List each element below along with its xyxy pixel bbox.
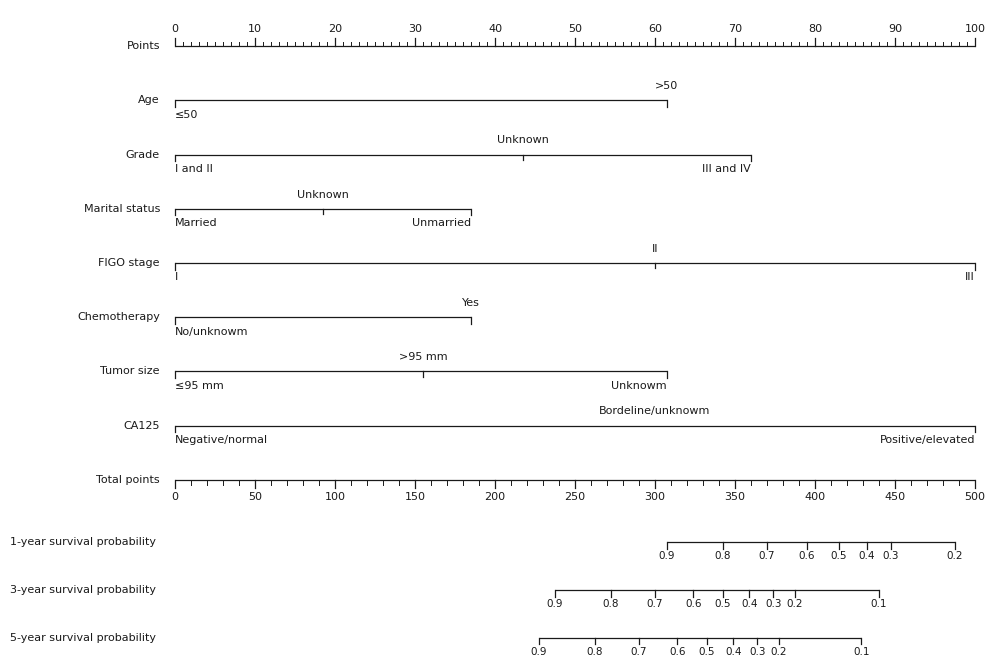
Text: 0.5: 0.5	[715, 599, 731, 609]
Text: II: II	[652, 244, 658, 254]
Text: 0.4: 0.4	[741, 599, 758, 609]
Text: 0.1: 0.1	[871, 599, 887, 609]
Text: 80: 80	[808, 24, 822, 34]
Text: 300: 300	[644, 492, 666, 502]
Text: CA125: CA125	[123, 420, 160, 431]
Text: 0: 0	[172, 24, 178, 34]
Text: 0.6: 0.6	[799, 551, 815, 561]
Text: 0.3: 0.3	[883, 551, 899, 561]
Text: III and IV: III and IV	[702, 164, 751, 174]
Text: 500: 500	[965, 492, 986, 502]
Text: 0.5: 0.5	[699, 647, 715, 657]
Text: Unknown: Unknown	[497, 136, 549, 145]
Text: FIGO stage: FIGO stage	[98, 258, 160, 268]
Text: Total points: Total points	[96, 475, 160, 485]
Text: 0.8: 0.8	[587, 647, 603, 657]
Text: 0.3: 0.3	[749, 647, 766, 657]
Text: Unmarried: Unmarried	[412, 218, 471, 228]
Text: 0.6: 0.6	[669, 647, 686, 657]
Text: 70: 70	[728, 24, 742, 34]
Text: No/unknowm: No/unknowm	[175, 327, 248, 336]
Text: 0.3: 0.3	[765, 599, 782, 609]
Text: Tumor size: Tumor size	[100, 366, 160, 377]
Text: 200: 200	[484, 492, 506, 502]
Text: 0.2: 0.2	[947, 551, 963, 561]
Text: 50: 50	[568, 24, 582, 34]
Text: I and II: I and II	[175, 164, 213, 174]
Text: 0.2: 0.2	[787, 599, 803, 609]
Text: 0.7: 0.7	[647, 599, 663, 609]
Text: 10: 10	[248, 24, 262, 34]
Text: 350: 350	[724, 492, 745, 502]
Text: >50: >50	[655, 81, 679, 91]
Text: 0.9: 0.9	[531, 647, 547, 657]
Text: 50: 50	[248, 492, 262, 502]
Text: 0.4: 0.4	[859, 551, 875, 561]
Text: 5-year survival probability: 5-year survival probability	[10, 633, 156, 642]
Text: Grade: Grade	[126, 149, 160, 160]
Text: Chemotherapy: Chemotherapy	[77, 312, 160, 323]
Text: 3-year survival probability: 3-year survival probability	[10, 585, 156, 595]
Text: III: III	[965, 272, 975, 282]
Text: Positive/elevated: Positive/elevated	[880, 435, 975, 445]
Text: 250: 250	[564, 492, 586, 502]
Text: Unknown: Unknown	[297, 190, 349, 200]
Text: 100: 100	[324, 492, 346, 502]
Text: Marital status: Marital status	[84, 204, 160, 214]
Text: 0.8: 0.8	[603, 599, 619, 609]
Text: 40: 40	[488, 24, 502, 34]
Text: 0.7: 0.7	[759, 551, 775, 561]
Text: I: I	[175, 272, 178, 282]
Text: Negative/normal: Negative/normal	[175, 435, 268, 445]
Text: 0.5: 0.5	[831, 551, 847, 561]
Text: 0.9: 0.9	[547, 599, 563, 609]
Text: 0.6: 0.6	[685, 599, 702, 609]
Text: 0.9: 0.9	[659, 551, 675, 561]
Text: 1-year survival probability: 1-year survival probability	[10, 537, 156, 547]
Text: 450: 450	[884, 492, 906, 502]
Text: Unknowm: Unknowm	[611, 381, 667, 391]
Text: 90: 90	[888, 24, 902, 34]
Text: 150: 150	[404, 492, 426, 502]
Text: 400: 400	[804, 492, 826, 502]
Text: ≤50: ≤50	[175, 110, 198, 120]
Text: 60: 60	[648, 24, 662, 34]
Text: 0.1: 0.1	[853, 647, 870, 657]
Text: ≤95 mm: ≤95 mm	[175, 381, 224, 391]
Text: 0: 0	[172, 492, 178, 502]
Text: >95 mm: >95 mm	[399, 352, 447, 362]
Text: Married: Married	[175, 218, 218, 228]
Text: Yes: Yes	[462, 298, 480, 308]
Text: 0.4: 0.4	[725, 647, 742, 657]
Text: Age: Age	[138, 95, 160, 106]
Text: 0.7: 0.7	[631, 647, 647, 657]
Text: 0.8: 0.8	[715, 551, 731, 561]
Text: 100: 100	[965, 24, 986, 34]
Text: 20: 20	[328, 24, 342, 34]
Text: Bordeline/unknowm: Bordeline/unknowm	[599, 407, 711, 416]
Text: Points: Points	[126, 41, 160, 52]
Text: 0.2: 0.2	[771, 647, 787, 657]
Text: 30: 30	[408, 24, 422, 34]
